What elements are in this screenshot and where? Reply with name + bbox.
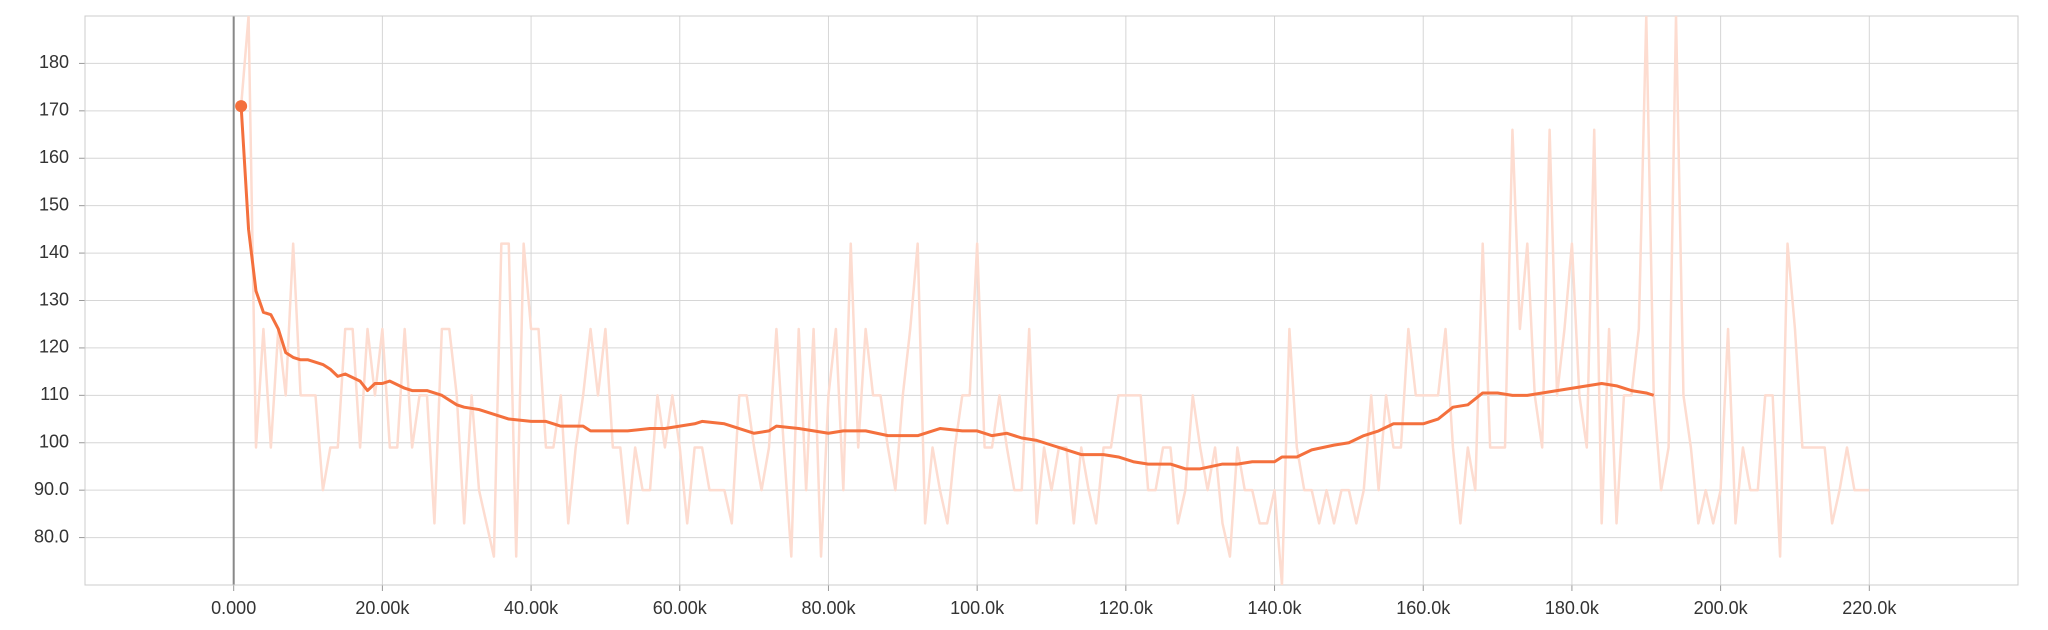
x-tick-label: 180.0k: [1545, 598, 1600, 618]
y-tick-label: 170: [39, 100, 69, 120]
y-tick-label: 80.0: [34, 526, 69, 546]
plot-frame: [84, 15, 2019, 586]
raw-line: [239, 16, 1870, 585]
y-tick-label: 90.0: [34, 479, 69, 499]
y-tick-label: 150: [39, 194, 69, 214]
x-tick-label: 20.00k: [355, 598, 410, 618]
x-tick-label: 120.0k: [1099, 598, 1154, 618]
x-tick-label: 220.0k: [1842, 598, 1897, 618]
point-marker: [235, 100, 248, 113]
y-tick-label: 180: [39, 52, 69, 72]
y-tick-label: 140: [39, 242, 69, 262]
y-tick-label: 110: [40, 384, 69, 404]
y-tick-label: 160: [39, 147, 69, 167]
plot-area: [239, 16, 1870, 585]
x-tick-label: 160.0k: [1396, 598, 1451, 618]
x-tick-label: 0.000: [211, 598, 256, 618]
x-tick-label: 140.0k: [1248, 598, 1303, 618]
y-tick-label: 130: [39, 289, 69, 309]
x-tick-label: 40.00k: [504, 598, 559, 618]
x-tick-label: 80.00k: [801, 598, 856, 618]
x-tick-label: 60.00k: [653, 598, 708, 618]
y-tick-label: 120: [39, 337, 69, 357]
x-tick-label: 100.0k: [950, 598, 1005, 618]
smoothed-line: [239, 106, 1655, 471]
x-tick-label: 200.0k: [1694, 598, 1749, 618]
y-tick-label: 100: [39, 432, 69, 452]
